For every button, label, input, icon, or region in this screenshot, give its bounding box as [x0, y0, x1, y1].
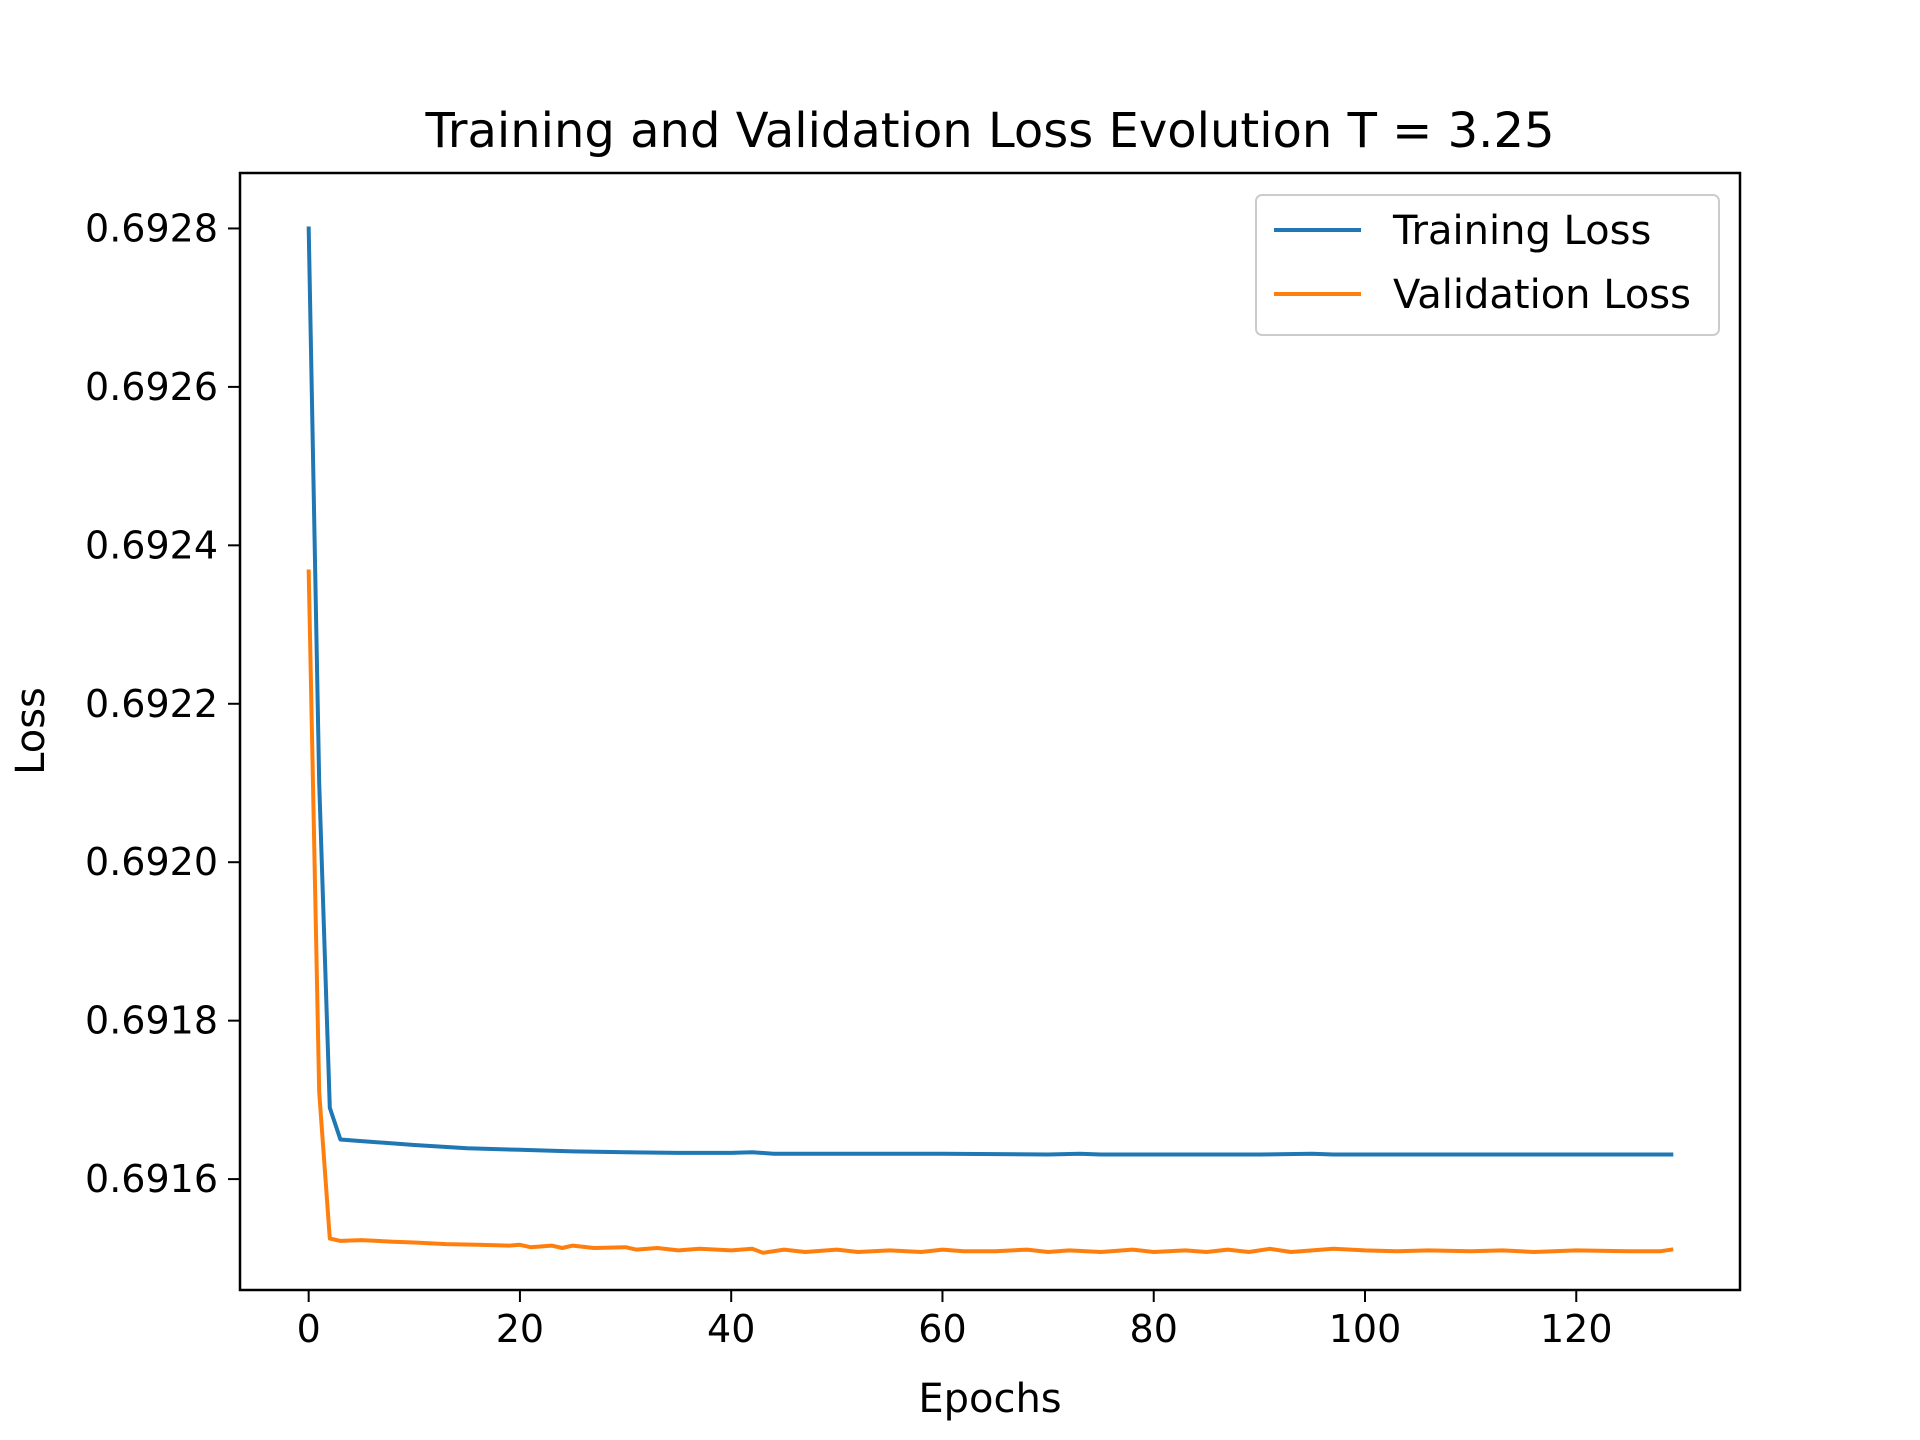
- x-tick-label: 120: [1540, 1307, 1613, 1351]
- x-tick-label: 100: [1329, 1307, 1402, 1351]
- x-tick-label: 40: [707, 1307, 755, 1351]
- chart-title: Training and Validation Loss Evolution T…: [424, 103, 1554, 159]
- y-axis-label: Loss: [8, 687, 54, 775]
- y-tick-label: 0.6918: [85, 999, 218, 1043]
- y-axis: 0.6916 0.6918 0.6920 0.6922 0.6924 0.6926 0.69…: [85, 206, 240, 1201]
- x-axis-label: Epochs: [918, 1376, 1061, 1422]
- x-tick-label: 60: [918, 1307, 966, 1351]
- y-tick-label: 0.6926: [85, 365, 218, 409]
- plot-frame: [238, 171, 1742, 1292]
- validation-loss-line: [306, 569, 1674, 1255]
- y-tick-label: 0.6928: [85, 206, 218, 250]
- legend-label-training: Training Loss: [1392, 208, 1651, 254]
- plot-lines: [306, 226, 1674, 1255]
- y-tick-label: 0.6924: [85, 523, 218, 567]
- training-loss-line: [306, 226, 1674, 1157]
- x-tick-label: 20: [496, 1307, 544, 1351]
- legend-box: [1255, 194, 1720, 336]
- x-tick-label: 0: [297, 1307, 321, 1351]
- legend-label-validation: Validation Loss: [1393, 272, 1691, 318]
- y-tick-label: 0.6922: [85, 682, 218, 726]
- x-axis: 0 20 40 60 80 100 120: [297, 1290, 1613, 1351]
- y-tick-label: 0.6920: [85, 840, 218, 884]
- y-tick-label: 0.6916: [85, 1157, 218, 1201]
- x-tick-label: 80: [1130, 1307, 1178, 1351]
- legend: Training Loss Validation Loss: [1255, 194, 1720, 336]
